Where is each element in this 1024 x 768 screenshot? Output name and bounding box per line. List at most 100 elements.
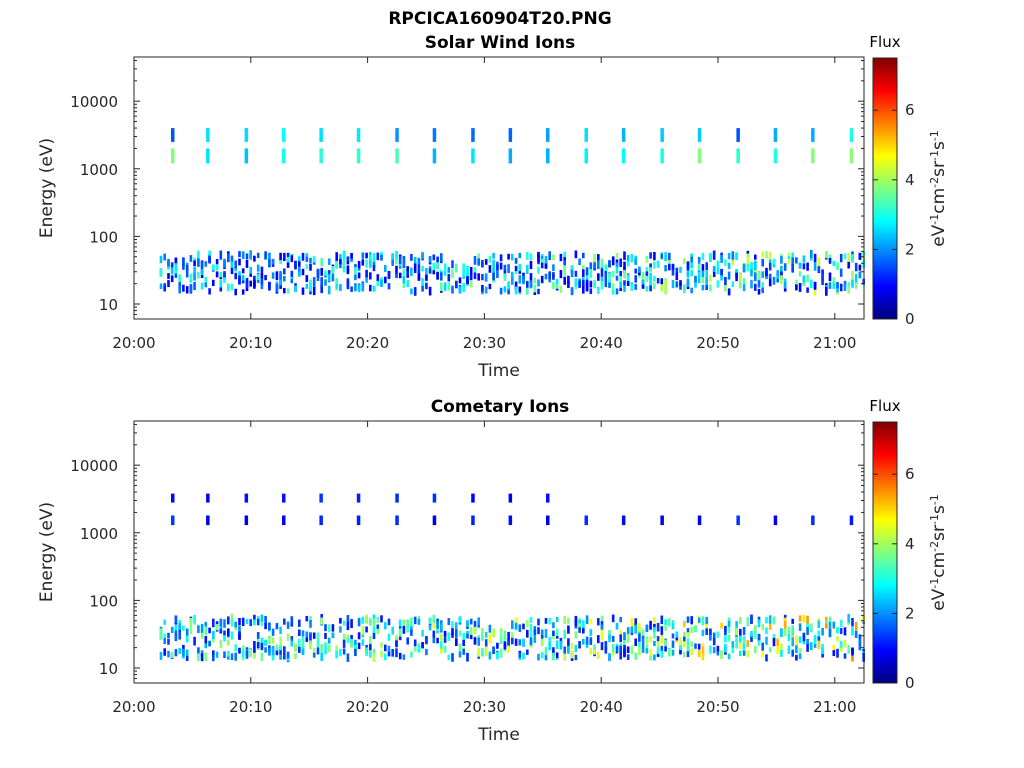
spectrogram-cell [791,649,794,657]
spectrogram-cell [754,260,757,270]
spectrogram-cell [492,252,495,259]
spectrogram-cell [701,264,705,272]
spectrogram-cell [451,653,454,662]
spectrogram-cell [555,652,559,659]
spectrogram-cell [206,515,210,526]
spectrogram-cell [701,643,705,650]
spectrogram-cell [488,633,492,640]
spectrogram-cell [391,253,394,260]
spectrogram-cell [694,625,697,632]
spectrogram-cell [492,628,495,638]
spectrogram-cell [471,148,475,164]
spectrogram-cell [324,279,327,286]
spectrogram-cell [791,252,794,261]
spectrogram-cell [193,616,196,625]
spectrogram-cell [791,618,794,624]
spectrogram-cell [656,260,660,267]
spectrogram-cell [466,620,469,627]
spectrogram-cell [727,624,731,633]
spectrogram-cell [440,641,443,649]
spectrogram-cell [260,641,264,651]
spectrogram-cell [529,637,533,645]
spectrogram-cell [208,250,211,259]
spectrogram-cell [776,639,779,647]
spectrogram-cell [664,278,667,285]
spectrogram-cell [660,515,664,526]
spectrogram-cell [811,128,815,142]
x-tick-label: 20:40 [580,334,623,352]
spectrogram-cell [690,269,693,277]
spectrogram-cell [757,640,761,646]
spectrogram-cell [705,277,708,285]
spectrogram-cell [312,647,316,655]
spectrogram-cell [660,148,664,164]
spectrogram-cell [649,283,652,292]
spectrogram-cell [503,273,507,281]
spectrogram-cell [350,286,353,292]
spectrogram-cell [372,259,376,268]
spectrogram-cell [608,630,611,638]
spectrogram-cell [817,257,821,267]
spectrogram-cell [727,252,731,260]
spectrogram-cell [455,280,458,289]
spectrogram-cell [271,655,275,661]
spectrogram-cell [817,630,821,638]
spectrogram-cell [342,648,346,655]
spectrogram-cell [163,633,166,642]
spectrogram-cell [471,128,475,142]
spectrogram-cell [507,264,510,274]
spectrogram-cell [731,259,735,266]
spectrogram-cell [843,639,847,648]
spectrogram-cell [290,255,294,263]
spectrogram-cell [791,257,794,266]
spectrogram-cell [339,626,342,633]
spectrogram-cell [798,647,802,657]
spectrogram-cell [623,648,626,656]
spectrogram-cell [754,283,757,291]
spectrogram-cell [712,647,716,654]
spectrogram-cell [668,263,671,271]
spectrogram-cell [623,284,626,292]
spectrogram-cell [798,271,802,277]
spectrogram-cell [851,647,854,656]
spectrogram-cell [508,128,513,142]
spectrogram-cell [182,257,185,266]
spectrogram-cell [761,642,764,651]
spectrogram-cell [185,286,189,294]
spectrogram-cell [739,274,742,282]
spectrogram-cell [301,268,305,276]
spectrogram-cell [451,260,454,269]
spectrogram-cell [802,275,806,283]
spectrogram-cell [174,628,178,636]
spectrogram-cell [312,277,316,286]
spectrogram-cell [208,640,211,647]
spectrogram-cell [511,620,514,630]
spectrogram-cell [283,648,286,654]
x-tick-label: 20:30 [463,334,506,352]
spectrogram-cell [206,148,210,164]
spectrogram-cell [249,267,252,274]
spectrogram-cell [567,617,570,625]
spectrogram-cell [540,652,544,659]
spectrogram-cell [514,638,518,646]
spectrogram-cell [410,651,413,658]
spectrogram-cell [546,493,550,503]
spectrogram-cell [193,636,196,646]
spectrogram-cell [387,283,391,290]
spectrogram-cell [342,267,346,273]
spectrogram-cell [447,267,451,273]
spectrogram-cell [584,148,588,164]
panel-title: Cometary Ions [431,397,570,417]
spectrogram-cell [245,253,249,260]
x-axis: 20:00 20:10 20:20 20:30 20:40 20:50 21:00 [112,57,856,352]
spectrogram-cell [241,251,245,259]
spectrogram-cell [283,618,286,625]
spectrogram-cell [630,283,634,291]
spectrogram-cell [462,268,465,277]
spectrogram-cell [432,254,436,261]
spectrogram-cell [597,260,600,270]
spectrogram-cell [432,515,437,526]
spectrogram-cell [398,272,402,279]
spectrogram-cell [679,647,682,655]
spectrogram-cell [488,283,492,290]
